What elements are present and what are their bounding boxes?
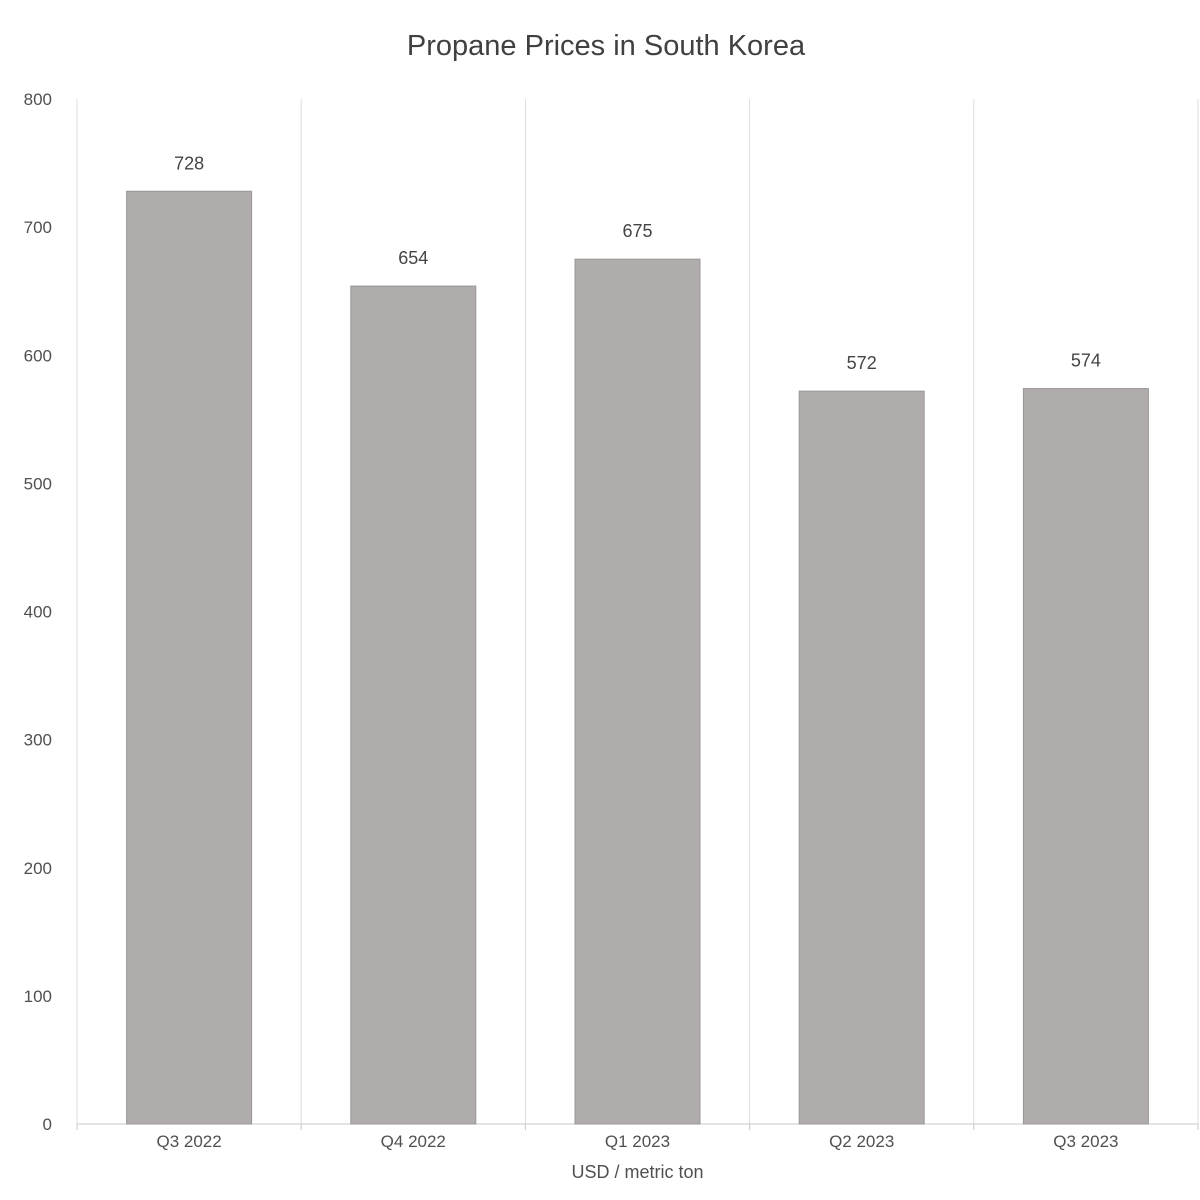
data-label: 572: [847, 353, 877, 373]
bar: [350, 285, 477, 1125]
x-tick-label: Q1 2023: [605, 1132, 670, 1151]
y-tick-label: 700: [24, 218, 52, 237]
chart-title: Propane Prices in South Korea: [406, 30, 806, 62]
x-tick-label: Q4 2022: [381, 1132, 446, 1151]
x-tick-label: Q2 2023: [829, 1132, 894, 1151]
y-tick-label: 400: [24, 603, 52, 622]
y-tick-label: 600: [24, 346, 52, 365]
bar: [1022, 388, 1149, 1125]
x-tick-label: Q3 2022: [156, 1132, 221, 1151]
y-tick-label: 800: [24, 90, 52, 109]
x-tick-label: Q3 2023: [1053, 1132, 1118, 1151]
y-tick-label: 300: [24, 731, 52, 750]
data-label: 728: [174, 153, 204, 173]
x-axis-title: USD / metric ton: [571, 1162, 704, 1182]
y-tick-label: 100: [24, 987, 52, 1006]
bar: [798, 390, 925, 1125]
y-tick-label: 500: [24, 474, 52, 493]
y-tick-label: 200: [24, 859, 52, 878]
bar: [574, 258, 701, 1125]
bar: [126, 190, 253, 1125]
y-tick-label: 0: [43, 1115, 52, 1134]
data-label: 675: [622, 221, 652, 241]
data-label: 654: [398, 248, 428, 268]
data-label: 574: [1071, 351, 1101, 371]
